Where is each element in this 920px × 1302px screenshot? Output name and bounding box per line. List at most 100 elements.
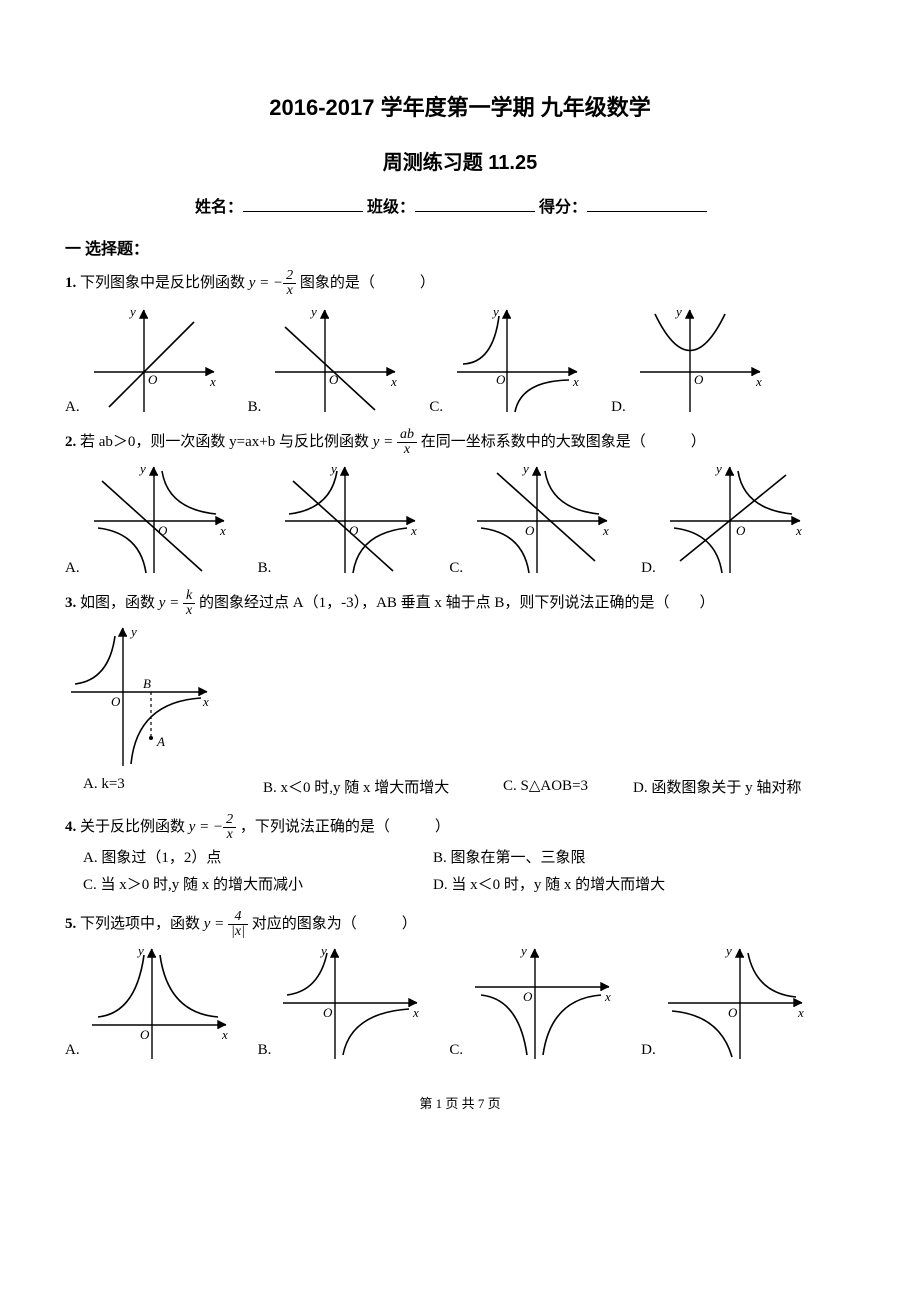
svg-text:x: x <box>604 989 611 1004</box>
q2-graph-d: x y O <box>660 461 810 581</box>
svg-text:x: x <box>221 1027 228 1042</box>
svg-text:O: O <box>728 1005 738 1020</box>
q1-option-a[interactable]: A. x y O <box>65 302 224 420</box>
svg-text:x: x <box>602 523 609 538</box>
svg-text:y: y <box>521 461 529 476</box>
q3-fraction: kx <box>183 589 195 618</box>
section-1-heading: 一 选择题： <box>65 235 855 259</box>
svg-text:y: y <box>136 943 144 958</box>
svg-text:y: y <box>714 461 722 476</box>
q1-graph-d: x y O <box>630 302 770 420</box>
q5-number: 5. <box>65 916 76 932</box>
q3-figure: A B O x y <box>65 622 855 772</box>
q2-options: A. x y O B. <box>65 461 855 581</box>
q1-graph-b: x y O <box>265 302 405 420</box>
svg-text:O: O <box>496 372 506 387</box>
svg-text:O: O <box>140 1027 150 1042</box>
q1-option-c[interactable]: C. x y O <box>429 302 587 420</box>
q2-text-before: 若 ab＞0，则一次函数 y=ax+b 与反比例函数 <box>80 434 373 450</box>
svg-text:y: y <box>138 461 146 476</box>
q4-opt-a[interactable]: A. 图象过（1，2）点 <box>83 846 423 867</box>
q1-graph-c: x y O <box>447 302 587 420</box>
q3-opt-c[interactable]: C. S△AOB=3 <box>503 776 623 797</box>
svg-text:O: O <box>349 523 359 538</box>
q5-graph-c: x y O <box>467 943 617 1063</box>
q3-eq-lhs: y = <box>159 595 183 611</box>
page-footer: 第 1 页 共 7 页 <box>65 1093 855 1112</box>
svg-text:y: y <box>724 943 732 958</box>
svg-text:y: y <box>674 304 682 319</box>
svg-text:O: O <box>111 694 121 709</box>
name-blank[interactable] <box>243 197 363 212</box>
class-blank[interactable] <box>415 197 535 212</box>
svg-text:x: x <box>412 1005 419 1020</box>
svg-text:x: x <box>410 523 417 538</box>
q2-option-b[interactable]: B. x y O <box>258 461 426 581</box>
q4-eq-lhs: y = − <box>189 819 223 835</box>
q3-opt-d[interactable]: D. 函数图象关于 y 轴对称 <box>633 776 803 797</box>
q5-graph-b: x y O <box>275 943 425 1063</box>
q4-opt-d[interactable]: D. 当 x＜0 时，y 随 x 的增大而增大 <box>433 873 773 894</box>
question-5: 5. 下列选项中，函数 y = 4|x| 对应的图象为（ ） <box>65 910 855 939</box>
svg-text:x: x <box>209 374 216 389</box>
q5-option-b[interactable]: B. x y O <box>258 943 426 1063</box>
svg-text:y: y <box>128 304 136 319</box>
title-sub: 周测练习题 11.25 <box>65 146 855 175</box>
q5-text-after: 对应的图象为（ ） <box>252 916 417 932</box>
q2-fraction: abx <box>397 428 417 457</box>
q2-graph-a: x y O <box>84 461 234 581</box>
q5-option-a[interactable]: A. x y O <box>65 943 234 1063</box>
q1-eq-lhs: y = − <box>249 275 283 291</box>
q2-text-after: 在同一坐标系数中的大致图象是（ ） <box>421 434 706 450</box>
q5-eq-lhs: y = <box>204 916 228 932</box>
q1-option-d[interactable]: D. x y O <box>611 302 770 420</box>
q4-opt-b[interactable]: B. 图象在第一、三象限 <box>433 846 773 867</box>
q3-graph: A B O x y <box>65 622 215 772</box>
question-3: 3. 如图，函数 y = kx 的图象经过点 A（1，-3），AB 垂直 x 轴… <box>65 589 855 618</box>
q2-option-d[interactable]: D. x y O <box>641 461 810 581</box>
q4-opt-c[interactable]: C. 当 x＞0 时,y 随 x 的增大而减小 <box>83 873 423 894</box>
q4-text-after: ，下列说法正确的是（ ） <box>240 819 450 835</box>
q3-opt-b[interactable]: B. x＜0 时,y 随 x 增大而增大 <box>263 776 493 797</box>
svg-text:O: O <box>158 523 168 538</box>
q5-graph-d: x y O <box>660 943 810 1063</box>
svg-text:O: O <box>525 523 535 538</box>
q5-graph-a: x y O <box>84 943 234 1063</box>
svg-text:O: O <box>148 372 158 387</box>
q5-option-c[interactable]: C. x y O <box>449 943 617 1063</box>
q2-option-a[interactable]: A. x y O <box>65 461 234 581</box>
q2-graph-b: x y O <box>275 461 425 581</box>
svg-text:x: x <box>219 523 226 538</box>
class-label: 班级： <box>367 199 415 216</box>
q5-text-before: 下列选项中，函数 <box>80 916 204 932</box>
q2-eq-lhs: y = <box>373 434 397 450</box>
name-label: 姓名： <box>195 199 243 216</box>
q4-number: 4. <box>65 819 76 835</box>
q3-point-a-label: A <box>156 734 165 749</box>
q4-fraction: 2x <box>223 813 236 842</box>
score-blank[interactable] <box>587 197 707 212</box>
score-label: 得分： <box>539 199 587 216</box>
svg-text:O: O <box>736 523 746 538</box>
question-2: 2. 若 ab＞0，则一次函数 y=ax+b 与反比例函数 y = abx 在同… <box>65 428 855 457</box>
svg-text:y: y <box>309 304 317 319</box>
q5-option-d[interactable]: D. x y O <box>641 943 810 1063</box>
q1-fraction: 2x <box>283 269 296 298</box>
question-1: 1. 下列图象中是反比例函数 y = −2x 图象的是（ ） <box>65 269 855 298</box>
svg-text:O: O <box>323 1005 333 1020</box>
q4-options: A. 图象过（1，2）点 B. 图象在第一、三象限 C. 当 x＞0 时,y 随… <box>83 846 855 900</box>
q3-point-b-label: B <box>143 676 151 691</box>
q3-opt-a[interactable]: A. k=3 <box>83 776 253 797</box>
q5-options: A. x y O B. <box>65 943 855 1063</box>
q1-graph-a: x y O <box>84 302 224 420</box>
q2-number: 2. <box>65 434 76 450</box>
q3-options: A. k=3 B. x＜0 时,y 随 x 增大而增大 C. S△AOB=3 D… <box>83 776 855 803</box>
q4-text-before: 关于反比例函数 <box>80 819 189 835</box>
question-4: 4. 关于反比例函数 y = −2x ，下列说法正确的是（ ） <box>65 813 855 842</box>
svg-text:O: O <box>329 372 339 387</box>
q2-option-c[interactable]: C. x y O <box>449 461 617 581</box>
svg-text:y: y <box>329 461 337 476</box>
svg-text:x: x <box>795 523 802 538</box>
q1-option-b[interactable]: B. x y O <box>248 302 406 420</box>
q1-number: 1. <box>65 275 76 291</box>
